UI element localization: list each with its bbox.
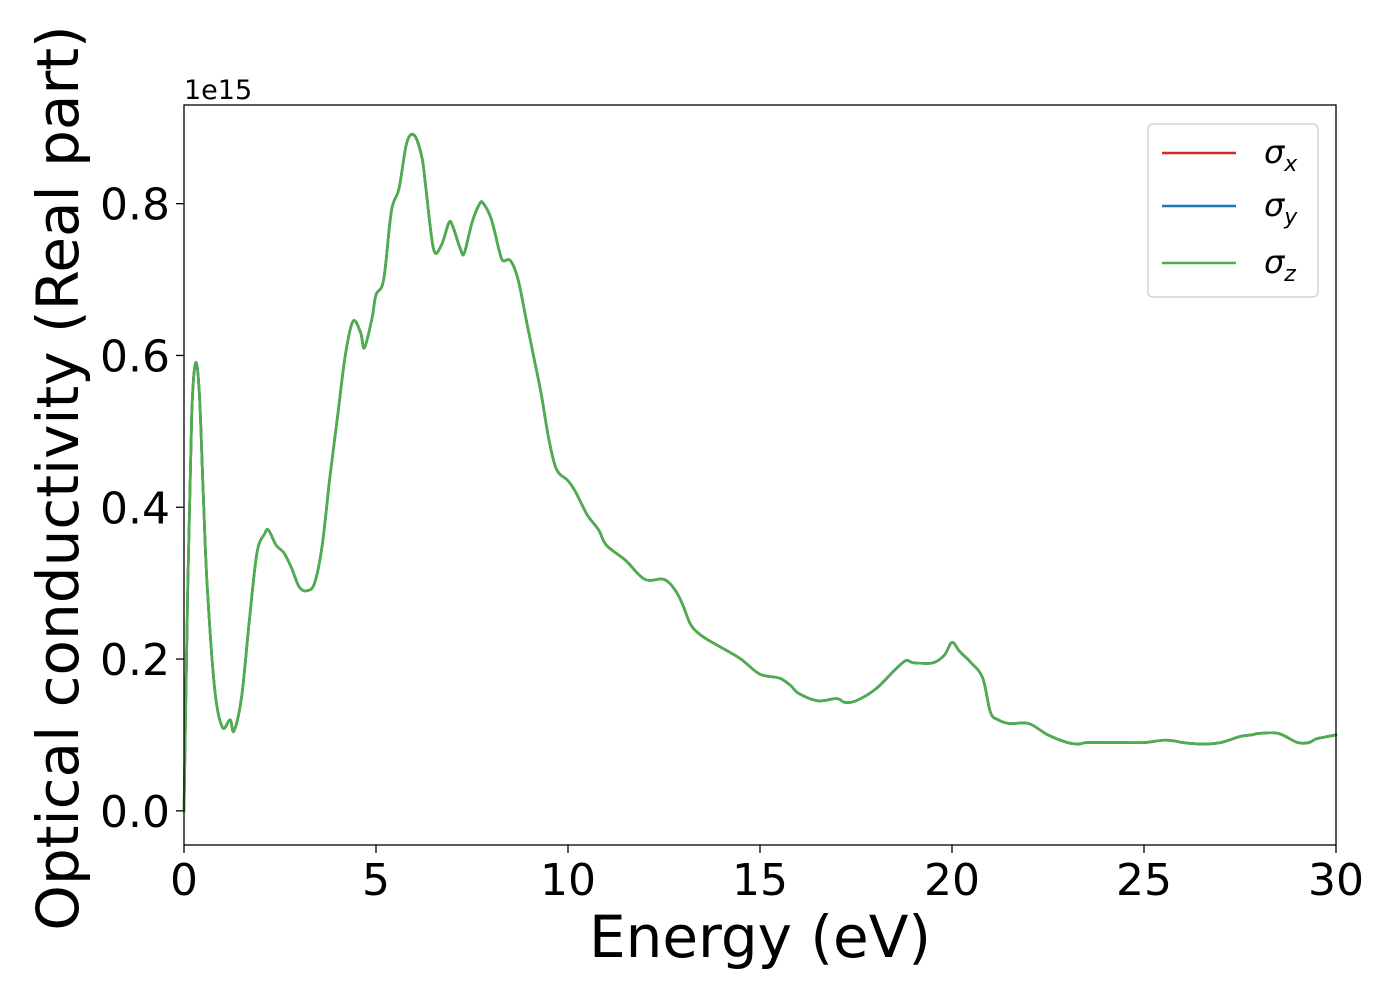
x-axis-title: Energy (eV) bbox=[589, 903, 931, 971]
x-tick-label: 5 bbox=[362, 855, 390, 906]
y-tick-label: 0.2 bbox=[100, 635, 170, 686]
y-tick-label: 0.8 bbox=[100, 180, 170, 231]
x-tick-label: 30 bbox=[1308, 855, 1364, 906]
y-axis-title: Optical conductivity (Real part) bbox=[24, 25, 92, 930]
x-tick-label: 20 bbox=[924, 855, 980, 906]
legend-label-y: σy bbox=[1264, 186, 1298, 230]
x-axis: 0 5 10 15 20 25 30 bbox=[170, 845, 1364, 906]
legend: σx σy σz bbox=[1147, 123, 1319, 298]
x-tick-label: 10 bbox=[540, 855, 596, 906]
x-tick-label: 25 bbox=[1116, 855, 1172, 906]
x-tick-label: 15 bbox=[732, 855, 788, 906]
series-line-z bbox=[182, 132, 1338, 813]
y-axis: 0.0 0.2 0.4 0.6 0.8 bbox=[100, 180, 184, 838]
legend-label-x: σx bbox=[1264, 133, 1298, 177]
legend-frame bbox=[1147, 123, 1319, 298]
y-tick-label: 0.4 bbox=[100, 483, 170, 534]
x-tick-label: 0 bbox=[170, 855, 198, 906]
y-tick-label: 0.6 bbox=[100, 331, 170, 382]
y-offset-text: 1e15 bbox=[184, 75, 252, 106]
series-group bbox=[182, 132, 1338, 813]
plot-area-background bbox=[184, 105, 1336, 845]
y-tick-label: 0.0 bbox=[100, 787, 170, 838]
legend-label-z: σz bbox=[1264, 243, 1296, 287]
